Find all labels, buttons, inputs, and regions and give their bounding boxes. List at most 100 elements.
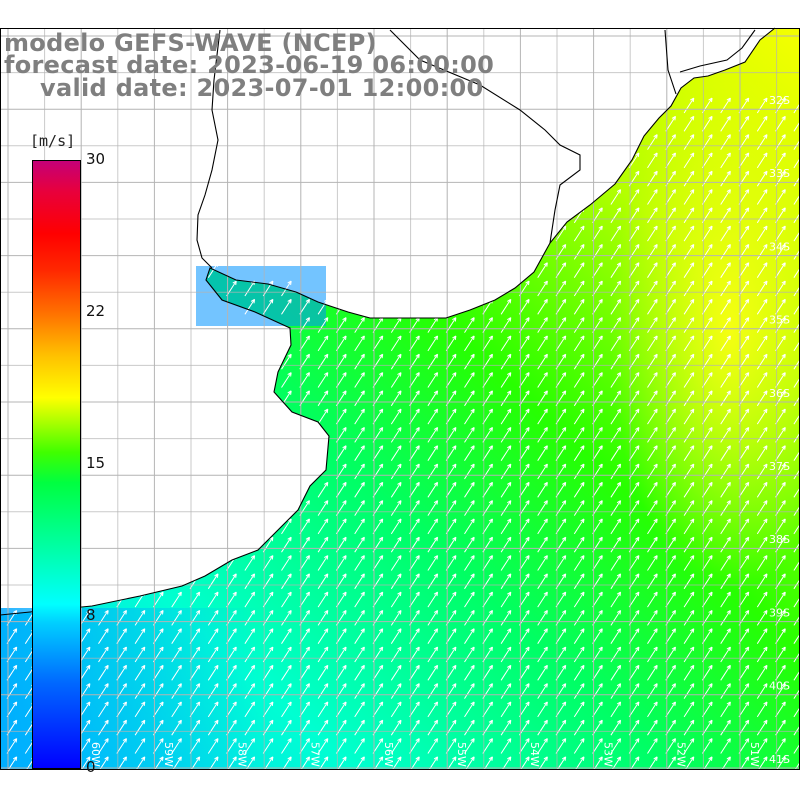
wind-arrow xyxy=(299,701,310,718)
wind-arrow xyxy=(756,372,768,388)
wind-arrow xyxy=(756,134,768,150)
wind-arrow xyxy=(756,115,768,132)
wind-arrow xyxy=(262,573,274,590)
wind-arrow xyxy=(226,664,237,681)
wind-arrow xyxy=(281,353,292,370)
wind-arrow xyxy=(793,99,800,114)
wind-arrow xyxy=(409,390,420,407)
wind-arrow xyxy=(610,372,622,388)
wind-arrow xyxy=(793,245,800,260)
wind-arrow xyxy=(317,390,329,407)
wind-arrow xyxy=(354,335,365,352)
wind-arrow xyxy=(281,738,292,754)
model-title: modelo GEFS-WAVE (NCEP) xyxy=(4,29,377,57)
wind-arrow xyxy=(665,609,676,626)
wind-arrow xyxy=(537,628,548,644)
wind-arrow xyxy=(372,408,384,425)
wind-arrow xyxy=(500,591,512,608)
wind-arrow xyxy=(281,536,292,553)
wind-arrow xyxy=(281,372,292,388)
wind-arrow xyxy=(409,335,420,352)
wind-arrow xyxy=(335,445,347,461)
wind-arrow xyxy=(720,280,731,297)
latitude-labels: 32S 33S 34S 35S 36S 37S 38S 39S 40S 41S xyxy=(769,94,790,766)
wind-arrow xyxy=(610,664,622,681)
wind-arrow xyxy=(647,555,658,571)
wind-arrow xyxy=(701,170,713,187)
wind-arrow xyxy=(537,701,548,718)
wind-arrow xyxy=(573,683,585,699)
wind-arrow xyxy=(793,227,800,242)
wind-arrow xyxy=(171,719,182,736)
wind-arrow xyxy=(427,500,439,516)
wind-arrow xyxy=(628,170,640,187)
wind-arrow xyxy=(409,646,420,663)
wind-arrow xyxy=(427,536,439,553)
longitude-label: 51W xyxy=(748,742,761,767)
wind-arrow xyxy=(335,738,347,754)
wind-arrow xyxy=(390,719,402,736)
wind-arrow xyxy=(335,536,347,553)
wind-arrow xyxy=(79,646,91,663)
wind-arrow xyxy=(518,408,530,425)
wind-arrow xyxy=(98,628,109,644)
wind-arrow xyxy=(701,646,713,663)
wind-arrow xyxy=(775,353,786,370)
wind-arrow xyxy=(701,518,713,535)
wind-arrow xyxy=(628,390,640,407)
wind-arrow xyxy=(299,591,310,608)
wind-arrow xyxy=(555,628,567,644)
wind-arrow xyxy=(427,664,439,681)
wind-arrow xyxy=(427,573,439,590)
wind-arrow xyxy=(647,719,658,736)
wind-arrow xyxy=(354,353,365,370)
wind-arrow xyxy=(775,372,786,388)
wind-arrow xyxy=(464,335,475,352)
wind-arrow xyxy=(683,445,695,461)
wind-arrow xyxy=(592,555,603,571)
wind-arrow xyxy=(793,721,800,736)
wind-arrow xyxy=(354,609,365,626)
wind-arrow xyxy=(335,353,347,370)
wind-arrow xyxy=(445,573,457,590)
wind-arrow xyxy=(482,426,493,443)
wind-arrow xyxy=(592,609,603,626)
wind-arrow xyxy=(79,628,91,644)
wind-arrow xyxy=(683,591,695,608)
wind-arrow xyxy=(500,317,512,333)
wind-arrow xyxy=(573,591,585,608)
wind-arrow xyxy=(482,646,493,663)
wind-arrow xyxy=(647,683,658,699)
wind-arrow xyxy=(464,555,475,571)
wind-arrow xyxy=(628,372,640,388)
wind-arrow xyxy=(226,591,237,608)
wind-arrow xyxy=(445,628,457,644)
wind-arrow xyxy=(592,280,603,297)
wind-arrow xyxy=(793,191,800,205)
wind-arrow xyxy=(98,664,109,681)
wind-arrow xyxy=(573,555,585,571)
wind-arrow xyxy=(555,317,567,333)
wind-arrow xyxy=(793,172,800,187)
wind-arrow xyxy=(775,609,786,626)
wind-arrow xyxy=(518,664,530,681)
wind-arrow xyxy=(592,481,603,498)
wind-arrow xyxy=(647,518,658,535)
wind-arrow xyxy=(482,445,493,461)
wind-arrow xyxy=(775,390,786,407)
wind-arrow xyxy=(372,555,384,571)
wind-arrow xyxy=(445,335,457,352)
wind-arrow xyxy=(738,719,750,736)
wind-arrow xyxy=(427,426,439,443)
wind-arrow xyxy=(573,646,585,663)
wind-arrow xyxy=(518,646,530,663)
wind-arrow xyxy=(555,719,567,736)
wind-arrow xyxy=(683,481,695,498)
wind-arrow xyxy=(573,463,585,480)
wind-arrow xyxy=(409,445,420,461)
wind-arrow xyxy=(244,298,256,315)
wind-arrow xyxy=(775,518,786,535)
wind-arrow xyxy=(610,353,622,370)
wind-arrow xyxy=(592,536,603,553)
wind-arrow xyxy=(537,298,548,315)
